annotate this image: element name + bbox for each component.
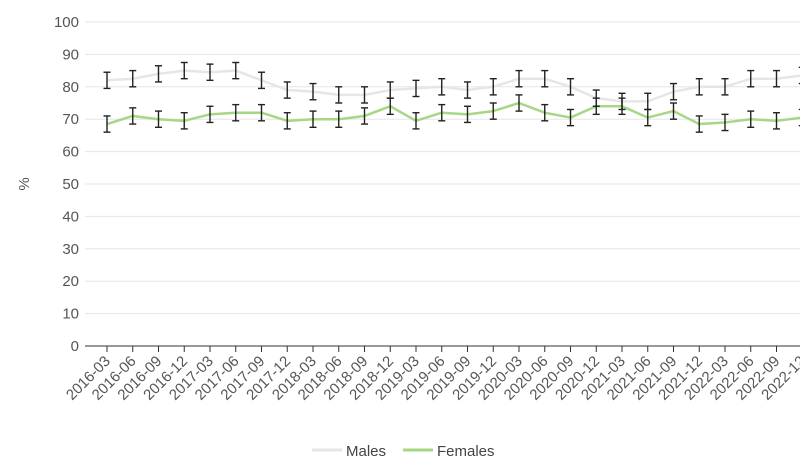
error-bar-males — [283, 81, 291, 99]
y-tick-label: 0 — [71, 338, 79, 355]
error-bar-males — [541, 69, 549, 88]
error-bar-females — [438, 103, 446, 122]
error-bar-males — [747, 69, 755, 88]
legend-item-females[interactable]: Females — [403, 443, 495, 459]
error-bar-males — [412, 79, 420, 98]
legend: Males Females — [312, 443, 495, 459]
error-bar-males — [489, 77, 497, 96]
error-bar-females — [232, 103, 240, 122]
y-tick-label: 70 — [62, 111, 79, 128]
error-bar-females — [258, 103, 265, 122]
y-axis: 0 10 20 30 40 50 60 70 80 90 100 — [54, 14, 79, 355]
error-bar-males — [773, 69, 780, 88]
error-bar-males — [155, 65, 162, 83]
y-tick-label: 10 — [62, 306, 79, 323]
error-bar-males — [335, 86, 343, 104]
legend-item-males[interactable]: Males — [312, 443, 386, 459]
error-bar-females — [283, 112, 291, 130]
error-bar-males — [695, 77, 703, 96]
error-bar-females — [129, 107, 137, 125]
error-bar-males — [103, 71, 111, 90]
error-bar-females — [464, 105, 471, 124]
y-axis-title: % — [16, 177, 33, 190]
error-bar-females — [309, 110, 317, 129]
error-bar-males — [258, 71, 265, 90]
error-bar-females — [541, 103, 549, 122]
y-tick-label: 40 — [62, 208, 79, 225]
error-bar-females — [361, 107, 368, 125]
error-bar-females — [206, 105, 214, 124]
error-bar-females — [335, 110, 343, 129]
error-bar-males — [232, 61, 240, 80]
legend-label: Females — [437, 443, 495, 459]
y-tick-label: 50 — [62, 176, 79, 193]
error-bar-females — [386, 97, 394, 116]
error-bar-males — [515, 69, 523, 88]
error-bar-females — [103, 115, 111, 133]
error-bar-females — [592, 97, 600, 116]
series-lines — [106, 69, 800, 126]
error-bar-males — [464, 81, 471, 99]
error-bar-females — [489, 102, 497, 120]
legend-label: Males — [346, 443, 386, 459]
y-tick-label: 30 — [62, 241, 79, 258]
y-tick-label: 90 — [62, 46, 79, 63]
error-bar-males — [180, 61, 188, 80]
error-bar-females — [412, 112, 420, 130]
y-tick-label: 100 — [54, 14, 79, 31]
error-bar-males — [206, 63, 214, 82]
error-bar-males — [309, 82, 317, 101]
error-bar-females — [747, 110, 755, 129]
error-bar-females — [155, 110, 162, 129]
y-tick-label: 20 — [62, 273, 79, 290]
error-bar-females — [670, 102, 677, 120]
error-bar-males — [670, 82, 677, 101]
error-bar-males — [721, 77, 729, 96]
error-bar-females — [515, 94, 523, 112]
error-bar-females — [618, 97, 626, 116]
error-bars — [103, 61, 800, 133]
error-bar-females — [721, 113, 729, 132]
series-line-males — [106, 69, 800, 103]
error-bar-males — [567, 77, 574, 96]
error-bar-females — [567, 108, 574, 127]
y-tick-label: 80 — [62, 79, 79, 96]
error-bar-females — [644, 108, 652, 127]
error-bar-males — [129, 69, 137, 88]
gridlines — [85, 21, 800, 315]
error-bar-males — [438, 77, 446, 96]
series-line-females — [106, 101, 800, 126]
x-axis: 2016-032016-062016-092016-122017-032017-… — [63, 345, 800, 404]
y-tick-label: 60 — [62, 144, 79, 161]
error-bar-females — [773, 112, 780, 130]
error-bar-females — [180, 112, 188, 130]
error-bar-females — [695, 115, 703, 133]
error-bar-males — [361, 86, 368, 104]
